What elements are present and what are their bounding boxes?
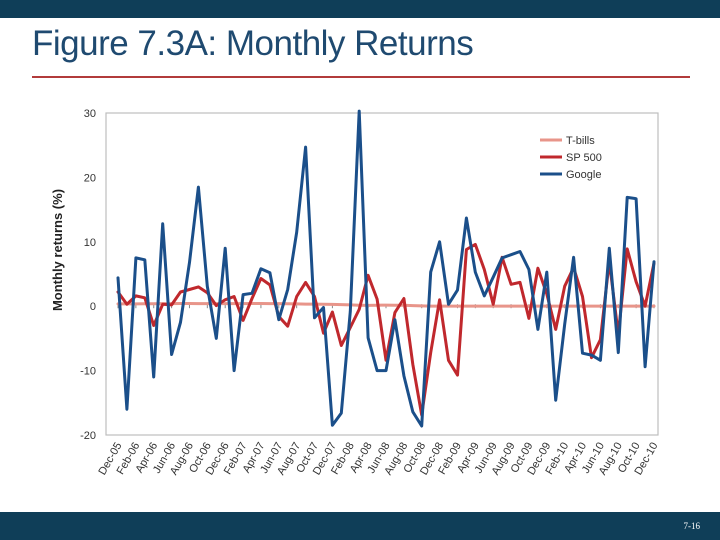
- footer-bar: 7-16: [0, 512, 720, 540]
- slide-number: 7-16: [683, 521, 701, 531]
- plot-area-frame: [105, 112, 659, 436]
- y-tick-label: 30: [84, 108, 96, 120]
- y-tick-label: 0: [90, 301, 96, 313]
- series-line-google: [116, 109, 656, 428]
- legend-label-t-bills: T-bills: [566, 135, 595, 147]
- y-tick-label: 20: [84, 172, 96, 184]
- series-lines: [116, 109, 656, 428]
- legend-label-google: Google: [566, 169, 601, 181]
- series-line-t-bills: [116, 302, 656, 308]
- y-axis: -20 -10 0 10 20 30: [80, 108, 96, 442]
- top-header-bar: [0, 0, 720, 18]
- y-axis-label: Monthly returns (%): [50, 189, 65, 311]
- legend-label-sp-500: SP 500: [566, 152, 602, 164]
- legend: T-bills SP 500 Google: [540, 135, 602, 181]
- y-tick-label: 10: [84, 237, 96, 249]
- slide-title: Figure 7.3A: Monthly Returns: [32, 24, 474, 63]
- title-underline: [32, 76, 690, 78]
- y-tick-label: -20: [80, 430, 96, 442]
- y-tick-label: -10: [80, 366, 96, 378]
